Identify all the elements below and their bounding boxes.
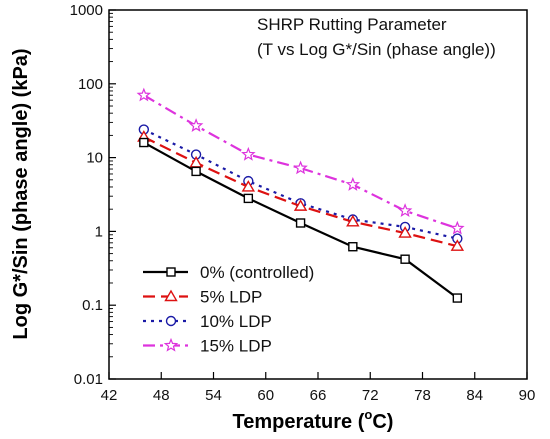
point-marker-star [450, 220, 465, 235]
series-line [143, 136, 458, 248]
point-marker-triangle [241, 180, 256, 192]
point-marker-square [191, 166, 201, 177]
legend-label: 15% LDP [200, 337, 272, 356]
y-axis-title: Log G*/Sin (phase angle) (kPa) [10, 48, 32, 339]
point-marker-star [397, 203, 413, 218]
x-tick-label: 90 [519, 387, 536, 404]
legend-label: 5% LDP [200, 288, 262, 307]
point-marker-square [295, 218, 306, 228]
point-marker-square [348, 242, 358, 252]
x-axis-title-tail: C) [372, 411, 393, 433]
point-marker-star [241, 146, 256, 161]
x-tick-label: 54 [205, 387, 222, 404]
x-tick-label: 66 [310, 387, 327, 404]
x-axis-title-degree: o [364, 407, 372, 422]
x-tick-label: 42 [101, 387, 118, 404]
point-marker-square [139, 137, 149, 148]
point-marker-triangle [164, 289, 178, 302]
x-tick-label: 48 [153, 387, 170, 404]
point-marker-square [166, 267, 176, 277]
point-marker-triangle [293, 199, 308, 211]
point-marker-star [136, 87, 152, 102]
y-tick-label: 1 [95, 223, 103, 240]
x-tick-label: 72 [362, 387, 379, 404]
point-marker-triangle [398, 226, 412, 238]
point-marker-star [345, 177, 361, 191]
x-tick-label: 78 [414, 387, 431, 404]
y-tick-label: 100 [78, 76, 103, 93]
point-marker-circle [165, 315, 177, 327]
point-marker-star [293, 160, 308, 175]
legend-label: 10% LDP [200, 312, 272, 331]
point-marker-star [163, 337, 179, 352]
point-marker-star [188, 118, 204, 132]
legend: 0% (controlled) 5% LDP 10% LDP 15% LDP [143, 263, 314, 356]
point-marker-triangle [450, 239, 465, 251]
y-tick-label: 1000 [70, 2, 103, 19]
y-tick-label: 0.01 [74, 371, 103, 388]
annotation-line-1: SHRP Rutting Parameter [257, 15, 447, 34]
point-marker-triangle [346, 214, 360, 227]
series-layer [136, 87, 465, 303]
point-marker-square [243, 193, 254, 204]
axis-ticks: 42 48 54 60 66 72 78 84 90 0.01 0.1 1 10 100 1000 [70, 2, 536, 404]
y-tick-label: 0.1 [82, 297, 103, 314]
x-tick-label: 84 [466, 387, 483, 404]
annotation-line-2: (T vs Log G*/Sin (phase angle)) [257, 40, 496, 59]
x-axis-title-main: Temperature ( [233, 411, 365, 433]
x-axis-title: Temperature (oC) [233, 407, 394, 433]
point-marker-square [452, 293, 463, 303]
legend-label: 0% (controlled) [200, 263, 314, 282]
point-marker-square [400, 254, 410, 264]
y-tick-label: 10 [86, 150, 103, 167]
x-tick-label: 60 [257, 387, 274, 404]
